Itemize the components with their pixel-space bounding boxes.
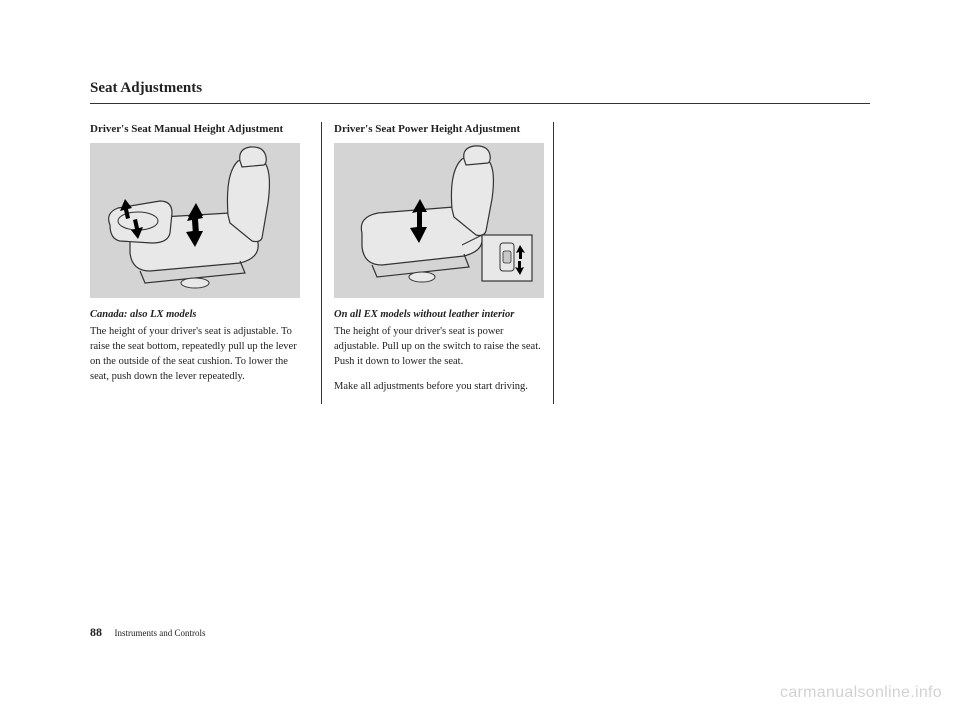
column-power-adjustment: Driver's Seat Power Height Adjustment [322, 122, 554, 404]
power-body-2: Make all adjustments before you start dr… [334, 379, 541, 394]
watermark-text: carmanualsonline.info [780, 684, 942, 702]
power-note: On all EX models without leather interio… [334, 308, 541, 323]
footer-section-label: Instruments and Controls [115, 628, 206, 638]
page-number: 88 [90, 625, 102, 639]
manual-page: Seat Adjustments Driver's Seat Manual He… [90, 80, 870, 640]
manual-seat-illustration [90, 143, 300, 298]
content-columns: Driver's Seat Manual Height Adjustment [90, 122, 870, 404]
power-body-1: The height of your driver's seat is powe… [334, 324, 541, 370]
page-title: Seat Adjustments [90, 80, 870, 104]
manual-note: Canada: also LX models [90, 308, 309, 323]
page-footer: 88 Instruments and Controls [90, 625, 206, 640]
seat-power-svg [334, 143, 544, 298]
power-seat-illustration [334, 143, 544, 298]
manual-body: The height of your driver's seat is adju… [90, 324, 309, 385]
power-heading: Driver's Seat Power Height Adjustment [334, 122, 541, 137]
manual-heading: Driver's Seat Manual Height Adjustment [90, 122, 309, 137]
column-manual-adjustment: Driver's Seat Manual Height Adjustment [90, 122, 322, 404]
seat-manual-svg [90, 143, 300, 298]
